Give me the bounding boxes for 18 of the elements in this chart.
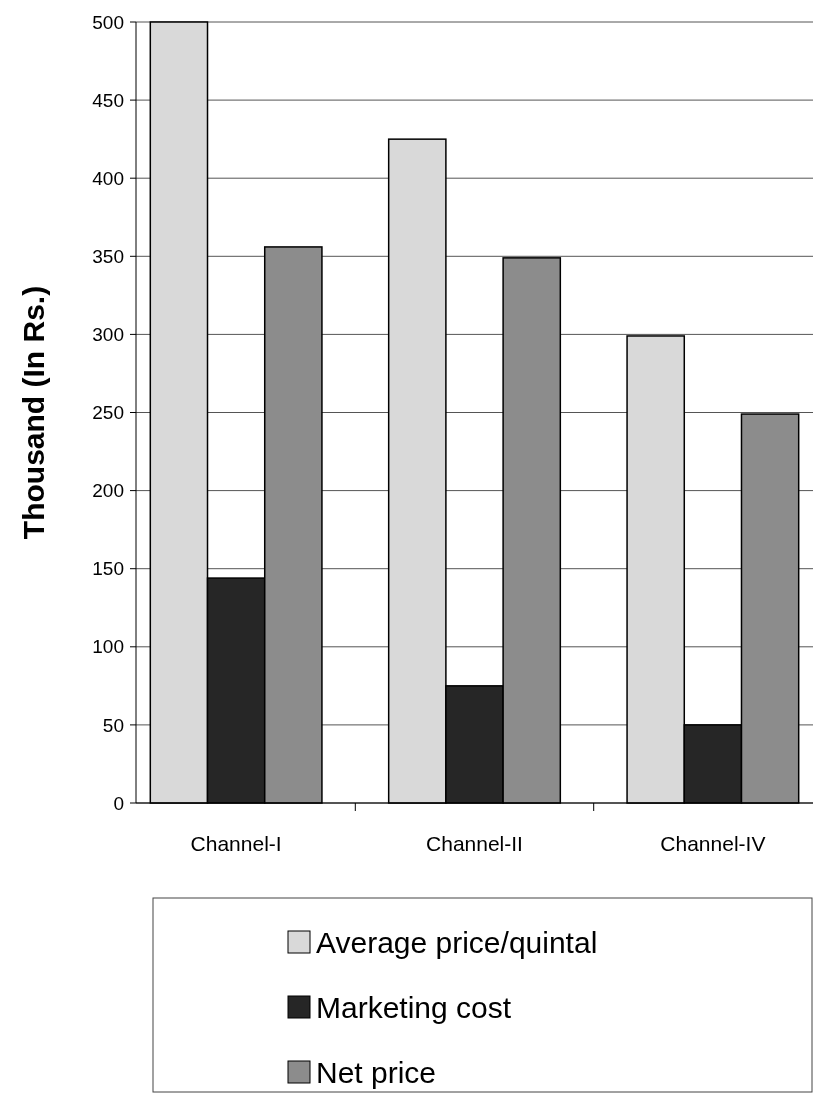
legend-label: Average price/quintal	[316, 925, 598, 959]
y-tick-label: 300	[92, 324, 124, 346]
y-tick-label: 150	[92, 558, 124, 580]
y-tick-label: 250	[92, 402, 124, 424]
legend-label: Marketing cost	[316, 990, 512, 1024]
y-tick-label: 100	[92, 636, 124, 658]
y-tick-label: 400	[92, 167, 124, 189]
y-tick-label: 450	[92, 89, 124, 111]
y-tick-label: 200	[92, 480, 124, 502]
x-tick-label: Channel-IV	[660, 832, 766, 855]
y-axis-title: Thousand (In Rs.)	[17, 285, 50, 540]
legend-label: Net price	[316, 1055, 437, 1089]
x-tick-label: Channel-II	[426, 832, 523, 855]
x-tick-label: Channel-I	[190, 832, 282, 855]
y-tick-label: 500	[92, 11, 124, 33]
y-tick-label: 0	[113, 792, 124, 814]
y-tick-label: 50	[102, 714, 124, 736]
y-tick-label: 350	[92, 245, 124, 267]
